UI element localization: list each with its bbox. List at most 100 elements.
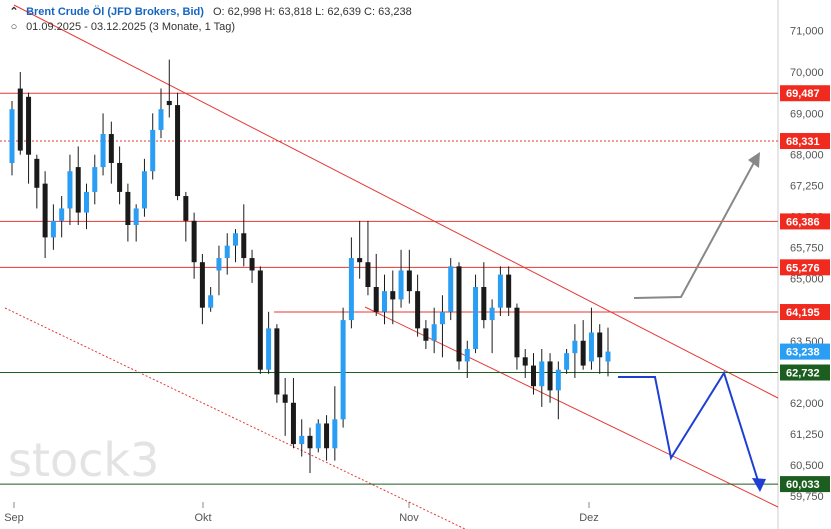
candle-body bbox=[17, 88, 23, 151]
candle-body bbox=[117, 162, 123, 192]
candle-body bbox=[108, 134, 114, 163]
y-tick-label: 65,750 bbox=[790, 243, 824, 255]
candle-body bbox=[191, 220, 197, 263]
level-badge bbox=[780, 133, 830, 150]
candle-body bbox=[332, 419, 338, 449]
candle-body bbox=[166, 100, 172, 106]
y-tick-label: 69,000 bbox=[790, 108, 824, 120]
level-label: 69,487 bbox=[786, 88, 820, 100]
candle-body bbox=[233, 233, 238, 246]
candle-body bbox=[506, 274, 512, 308]
candle-body bbox=[307, 435, 313, 449]
candle-body bbox=[266, 328, 272, 370]
candle-body bbox=[183, 196, 189, 221]
x-tick-label: Sep bbox=[4, 512, 24, 524]
stock3-logo: stock3 bbox=[8, 433, 159, 487]
candle-body bbox=[439, 311, 445, 325]
candle-body bbox=[199, 262, 205, 308]
x-tick-label: Okt bbox=[194, 512, 211, 524]
y-tick-label: 71,000 bbox=[790, 26, 824, 38]
candle-body bbox=[531, 365, 536, 387]
candle-body bbox=[216, 258, 222, 271]
level-badge bbox=[780, 364, 830, 381]
candle-body bbox=[340, 320, 346, 420]
candle-body bbox=[555, 369, 561, 391]
candle-body bbox=[406, 270, 412, 292]
candle-body bbox=[257, 270, 263, 370]
candle-body bbox=[133, 208, 139, 225]
y-tick-label: 61,250 bbox=[790, 429, 824, 441]
candle-body bbox=[67, 171, 73, 209]
channel-outer-dotted-line bbox=[4, 307, 466, 529]
chevron-up-icon[interactable]: ⌃ bbox=[9, 6, 19, 18]
date-range-row: ○ 01.09.2025 - 03.12.2025 (3 Monate, 1 T… bbox=[8, 21, 235, 33]
candle-body bbox=[539, 361, 545, 387]
candle-body bbox=[92, 167, 98, 192]
level-label: 68,331 bbox=[786, 136, 820, 148]
candle-body bbox=[208, 295, 214, 308]
candle-body bbox=[274, 328, 280, 395]
level-badge bbox=[780, 476, 830, 493]
candle-body bbox=[315, 423, 321, 449]
candle-body bbox=[481, 287, 487, 321]
candle-body bbox=[224, 245, 230, 259]
candle-body bbox=[100, 134, 106, 168]
candle-body bbox=[150, 129, 156, 172]
projection-up-arrowhead bbox=[748, 152, 760, 168]
candle-body bbox=[473, 287, 479, 350]
candle-body bbox=[564, 353, 570, 370]
candle-body bbox=[141, 171, 147, 209]
candle-body bbox=[249, 258, 255, 271]
candle-body bbox=[431, 324, 437, 341]
candle-body bbox=[464, 349, 470, 362]
x-tick-label: Dez bbox=[579, 512, 599, 524]
candle-body bbox=[26, 96, 32, 155]
candle-body bbox=[59, 208, 65, 221]
y-tick-label: 60,500 bbox=[790, 460, 824, 472]
current-price-badge bbox=[780, 343, 830, 360]
candle-body bbox=[423, 328, 429, 341]
candle-body bbox=[357, 258, 363, 263]
candle-body bbox=[572, 340, 578, 354]
candle-body bbox=[282, 394, 288, 403]
candle-body bbox=[497, 274, 503, 308]
candle-body bbox=[9, 109, 15, 163]
candle-body bbox=[588, 332, 594, 362]
candle-body bbox=[158, 109, 164, 130]
candle-body bbox=[34, 158, 40, 188]
candle-body bbox=[514, 307, 520, 358]
candle-body bbox=[299, 435, 305, 445]
level-badge bbox=[780, 213, 830, 230]
candle-body bbox=[382, 291, 387, 312]
candle-body bbox=[522, 357, 528, 366]
level-badge bbox=[780, 85, 830, 102]
candle-body bbox=[390, 291, 396, 300]
y-tick-label: 59,750 bbox=[790, 491, 824, 503]
y-tick-label: 65,000 bbox=[790, 274, 824, 286]
candle-body bbox=[324, 423, 330, 449]
projection-up-path bbox=[633, 156, 758, 299]
level-label: 66,386 bbox=[786, 216, 820, 228]
candle-body bbox=[125, 191, 131, 225]
candle-body bbox=[373, 287, 379, 312]
candle-body bbox=[456, 266, 462, 362]
level-badge bbox=[780, 304, 830, 321]
candle-body bbox=[348, 258, 354, 321]
candle-body bbox=[175, 105, 181, 197]
circle-settings-icon[interactable]: ○ bbox=[10, 21, 18, 33]
instrument-title: Brent Crude Öl (JFD Brokers, Bid) bbox=[26, 6, 204, 18]
y-tick-label: 70,000 bbox=[790, 67, 824, 79]
projection-down-path bbox=[618, 370, 760, 485]
candle-body bbox=[50, 220, 56, 238]
level-badge bbox=[780, 259, 830, 276]
level-label: 64,195 bbox=[786, 307, 820, 319]
level-label: 65,276 bbox=[786, 262, 820, 274]
candle-body bbox=[241, 233, 247, 259]
y-tick-label: 68,000 bbox=[790, 150, 824, 162]
level-label: 62,732 bbox=[786, 368, 820, 380]
level-label: 60,033 bbox=[786, 479, 820, 491]
candle-body bbox=[75, 167, 81, 213]
x-tick-label: Nov bbox=[399, 512, 419, 524]
candle-body bbox=[605, 351, 611, 362]
